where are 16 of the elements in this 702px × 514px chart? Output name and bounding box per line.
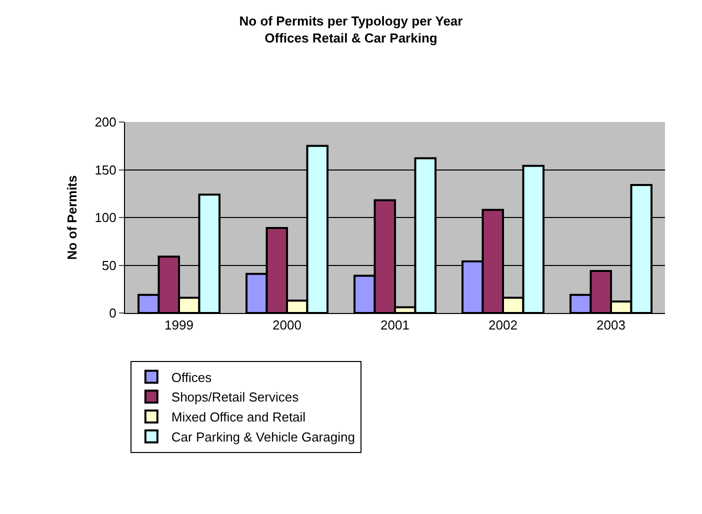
x-tick-label: 2001 bbox=[380, 318, 410, 333]
x-tick-label: 2002 bbox=[488, 318, 518, 333]
chart-title: No of Permits per Typology per Year Offices Retail & Car Parking bbox=[239, 14, 463, 46]
legend-label: Car Parking & Vehicle Garaging bbox=[171, 429, 355, 444]
y-tick-label: 50 bbox=[102, 258, 116, 273]
legend-label: Mixed Office and Retail bbox=[171, 410, 306, 425]
legend-label: Shops/Retail Services bbox=[171, 390, 300, 405]
x-tick-label: 1999 bbox=[164, 318, 194, 333]
x-tick-label: 2003 bbox=[596, 318, 626, 333]
y-axis-title: No of Permits bbox=[64, 175, 80, 260]
y-tick-label: 200 bbox=[94, 114, 116, 130]
legend-label: Offices bbox=[171, 370, 212, 385]
x-tick-label: 2000 bbox=[272, 318, 302, 333]
y-tick-label: 100 bbox=[94, 210, 116, 226]
y-tick-label: 0 bbox=[109, 306, 116, 321]
y-tick-label: 150 bbox=[94, 162, 116, 178]
